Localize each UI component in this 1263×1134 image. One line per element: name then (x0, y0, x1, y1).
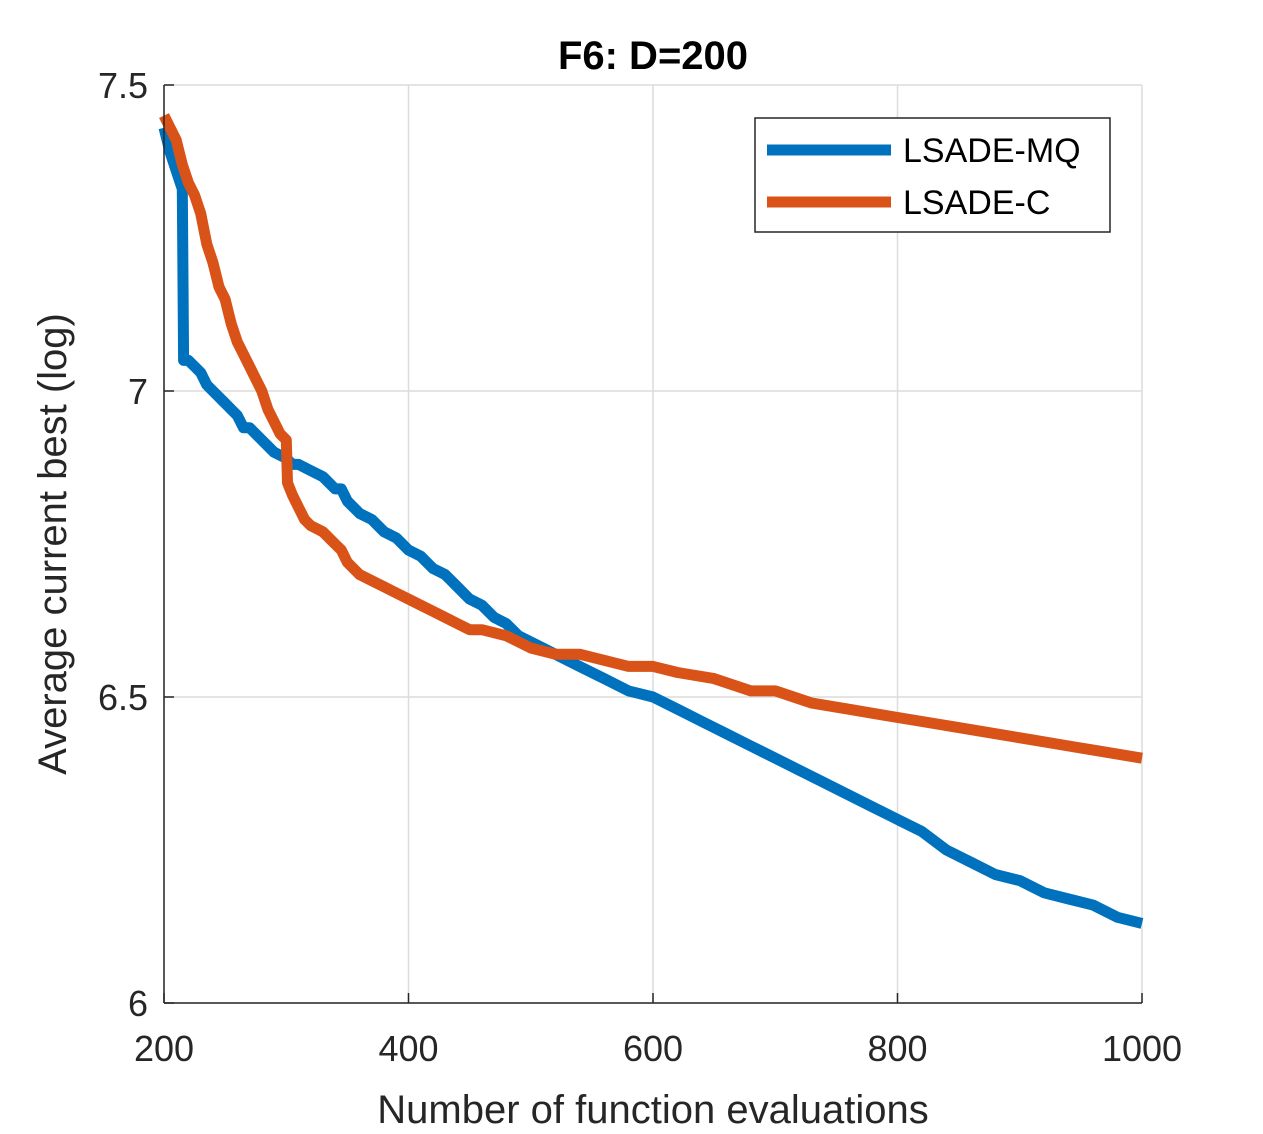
series-line-lsade-c (159, 113, 1143, 764)
legend-label-lsade-c: LSADE-C (903, 184, 1050, 222)
legend-box (754, 117, 1111, 233)
y-axis-label: Average current best (log) (31, 313, 75, 775)
axes: 200 400 600 800 1000 6 6.5 7 7.5 (98, 65, 1182, 1069)
x-tick-label: 600 (623, 1028, 683, 1069)
y-tick-label: 7.5 (98, 65, 148, 106)
series-group (158, 113, 1144, 929)
legend-label-lsade-mq: LSADE-MQ (903, 132, 1081, 170)
series-line-lsade-mq (158, 126, 1144, 929)
x-tick-label: 400 (378, 1028, 438, 1069)
y-tick-label: 6 (128, 983, 148, 1024)
y-tick-label: 7 (128, 371, 148, 412)
chart-title: F6: D=200 (558, 34, 748, 78)
x-tick-label: 200 (134, 1028, 194, 1069)
legend: LSADE-MQ LSADE-C (754, 117, 1111, 233)
y-tick-label: 6.5 (98, 677, 148, 718)
x-tick-label: 800 (867, 1028, 927, 1069)
x-tick-label: 1000 (1102, 1028, 1182, 1069)
x-axis-label: Number of function evaluations (377, 1088, 928, 1132)
